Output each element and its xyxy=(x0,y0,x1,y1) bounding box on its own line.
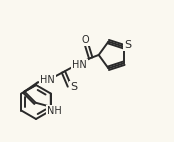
Text: HN: HN xyxy=(40,75,55,85)
Text: NH: NH xyxy=(48,106,62,116)
Text: O: O xyxy=(82,35,90,45)
Text: S: S xyxy=(70,82,77,92)
Text: HN: HN xyxy=(72,60,87,70)
Text: S: S xyxy=(124,40,132,50)
